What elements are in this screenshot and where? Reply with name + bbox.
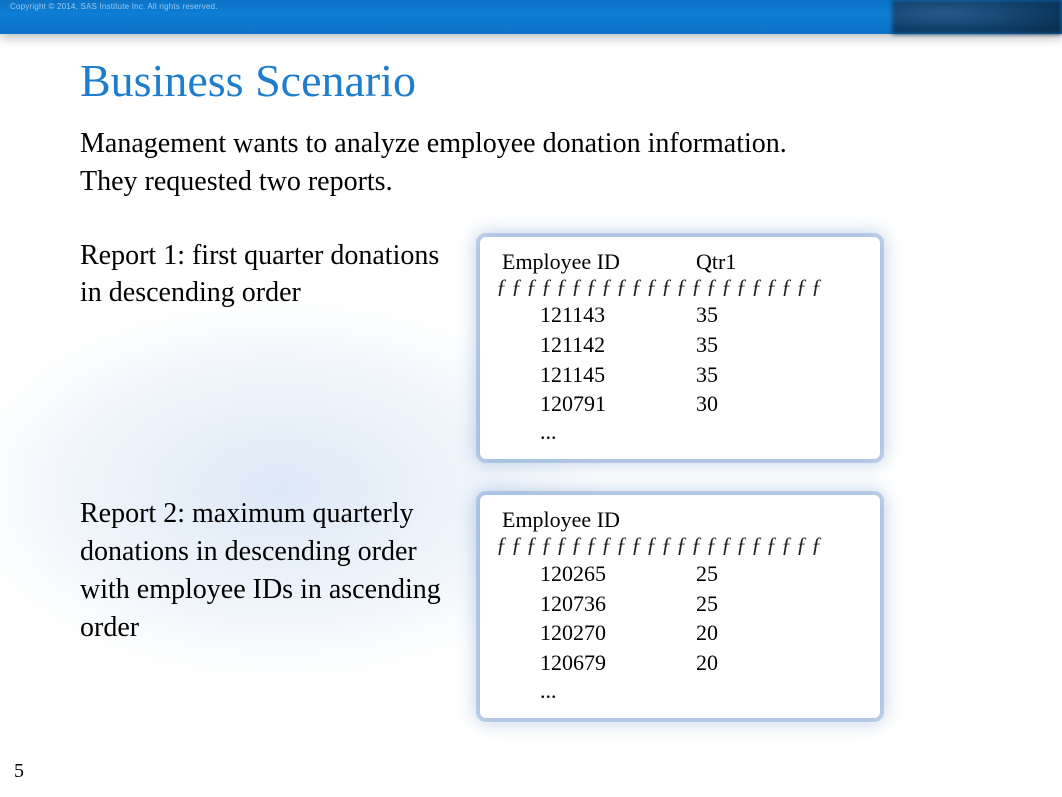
banner-decoration [892, 0, 1062, 34]
intro-text: Management wants to analyze employee don… [80, 125, 840, 201]
report1-col1-header: Employee ID [496, 249, 696, 275]
report2-row: Report 2: maximum quarterly donations in… [80, 495, 1002, 718]
table-row: 12114535 [496, 360, 864, 390]
report1-col2-header: Qtr1 [696, 249, 796, 275]
cell-value: 35 [696, 330, 796, 360]
table-row: 12073625 [496, 589, 864, 619]
cell-employee-id: 120791 [496, 389, 696, 419]
report1-data-rows: 12114335121142351211453512079130 [496, 300, 864, 419]
cell-employee-id: 120265 [496, 559, 696, 589]
report1-ellipsis: ... [496, 419, 864, 445]
cell-value: 20 [696, 648, 796, 678]
report2-col1-header: Employee ID [496, 507, 696, 533]
slide-title: Business Scenario [80, 54, 1002, 107]
slide-content: Business Scenario Management wants to an… [80, 54, 1002, 757]
page-number: 5 [14, 760, 24, 783]
report2-headers: Employee ID [496, 507, 864, 533]
table-row: 12079130 [496, 389, 864, 419]
report2-panel: Employee ID ƒƒƒƒƒƒƒƒƒƒƒƒƒƒƒƒƒƒƒƒƒƒ 12026… [480, 495, 880, 718]
cell-value: 20 [696, 618, 796, 648]
report1-row: Report 1: first quarter donations in des… [80, 237, 1002, 460]
report2-col2-header [696, 507, 796, 533]
cell-value: 35 [696, 360, 796, 390]
table-row: 12067920 [496, 648, 864, 678]
report1-rule: ƒƒƒƒƒƒƒƒƒƒƒƒƒƒƒƒƒƒƒƒƒƒ [496, 277, 864, 297]
cell-value: 35 [696, 300, 796, 330]
table-row: 12027020 [496, 618, 864, 648]
copyright-text: Copyright © 2014, SAS Institute Inc. All… [10, 2, 218, 11]
cell-employee-id: 121145 [496, 360, 696, 390]
table-row: 12026525 [496, 559, 864, 589]
report2-ellipsis: ... [496, 678, 864, 704]
report2-rule: ƒƒƒƒƒƒƒƒƒƒƒƒƒƒƒƒƒƒƒƒƒƒ [496, 535, 864, 555]
cell-employee-id: 121143 [496, 300, 696, 330]
cell-value: 25 [696, 559, 796, 589]
cell-employee-id: 120270 [496, 618, 696, 648]
table-row: 12114335 [496, 300, 864, 330]
report2-data-rows: 12026525120736251202702012067920 [496, 559, 864, 678]
cell-employee-id: 120679 [496, 648, 696, 678]
report1-description: Report 1: first quarter donations in des… [80, 237, 450, 313]
cell-employee-id: 120736 [496, 589, 696, 619]
report1-headers: Employee ID Qtr1 [496, 249, 864, 275]
cell-value: 25 [696, 589, 796, 619]
report1-panel: Employee ID Qtr1 ƒƒƒƒƒƒƒƒƒƒƒƒƒƒƒƒƒƒƒƒƒƒ … [480, 237, 880, 460]
top-banner: Copyright © 2014, SAS Institute Inc. All… [0, 0, 1062, 34]
cell-employee-id: 121142 [496, 330, 696, 360]
cell-value: 30 [696, 389, 796, 419]
report2-description: Report 2: maximum quarterly donations in… [80, 495, 450, 646]
table-row: 12114235 [496, 330, 864, 360]
